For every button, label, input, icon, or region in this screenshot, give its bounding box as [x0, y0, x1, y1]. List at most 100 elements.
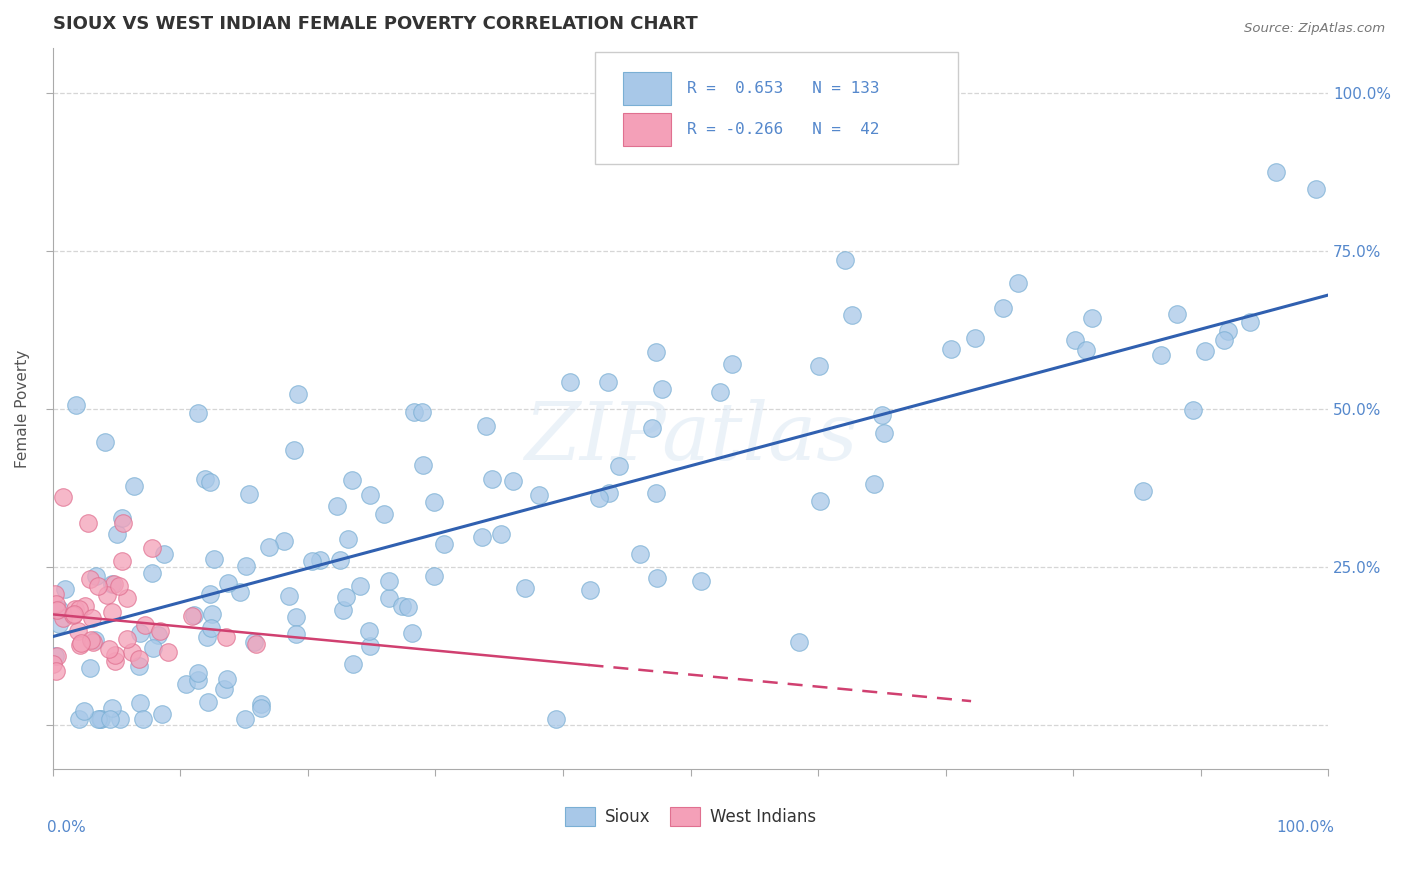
Point: [546, 712, 568, 726]
Point: [644, 486, 666, 500]
Point: [641, 420, 664, 434]
Point: [340, 473, 363, 487]
Point: [870, 408, 893, 422]
Point: [1007, 277, 1029, 291]
Point: [332, 603, 354, 617]
Point: [198, 587, 221, 601]
Point: [645, 345, 668, 359]
Point: [69, 638, 91, 652]
Point: [129, 626, 152, 640]
Point: [101, 577, 124, 591]
Text: R = -0.266   N =  42: R = -0.266 N = 42: [686, 122, 879, 136]
Point: [1064, 334, 1087, 348]
Point: [283, 442, 305, 457]
Point: [73, 704, 96, 718]
Point: [103, 577, 125, 591]
Point: [111, 511, 134, 525]
Point: [841, 308, 863, 322]
Point: [335, 590, 357, 604]
Point: [1182, 402, 1205, 417]
Point: [690, 574, 713, 588]
Point: [607, 458, 630, 473]
Text: 100.0%: 100.0%: [1277, 820, 1334, 835]
Point: [115, 591, 138, 605]
Point: [243, 634, 266, 648]
Point: [1305, 182, 1327, 196]
Point: [250, 697, 273, 711]
Point: [349, 579, 371, 593]
Point: [45, 597, 67, 611]
Point: [187, 673, 209, 687]
Point: [183, 607, 205, 622]
Point: [67, 601, 90, 615]
Point: [115, 632, 138, 646]
Point: [475, 419, 498, 434]
Point: [273, 534, 295, 549]
Point: [529, 488, 551, 502]
Point: [124, 478, 146, 492]
Point: [80, 633, 103, 648]
Point: [98, 712, 121, 726]
Point: [1212, 334, 1234, 348]
Point: [67, 712, 90, 726]
Point: [153, 547, 176, 561]
Point: [391, 599, 413, 613]
Text: 0.0%: 0.0%: [46, 820, 86, 835]
Point: [513, 581, 536, 595]
Point: [63, 601, 86, 615]
Point: [128, 652, 150, 666]
Point: [198, 475, 221, 490]
Point: [301, 554, 323, 568]
Point: [42, 657, 65, 671]
Point: [87, 579, 110, 593]
Point: [628, 547, 651, 561]
Point: [396, 600, 419, 615]
Point: [502, 475, 524, 489]
Point: [96, 588, 118, 602]
Point: [46, 603, 69, 617]
Point: [44, 648, 66, 663]
Point: [84, 633, 107, 648]
Point: [94, 435, 117, 450]
Point: [941, 342, 963, 356]
Point: [342, 657, 364, 671]
Point: [89, 712, 111, 726]
Point: [214, 681, 236, 696]
Point: [174, 677, 197, 691]
Point: [104, 648, 127, 662]
Point: [598, 375, 620, 389]
Point: [378, 574, 401, 588]
FancyBboxPatch shape: [623, 72, 672, 105]
Point: [647, 571, 669, 585]
Point: [195, 630, 218, 644]
Point: [1194, 343, 1216, 358]
Point: [80, 611, 103, 625]
FancyBboxPatch shape: [623, 112, 672, 146]
Point: [357, 624, 380, 639]
Point: [229, 584, 252, 599]
Point: [87, 712, 110, 726]
Point: [862, 477, 884, 491]
Point: [1265, 164, 1288, 178]
Point: [111, 516, 134, 530]
Point: [404, 405, 426, 419]
Point: [309, 553, 332, 567]
Text: SIOUX VS WEST INDIAN FEMALE POVERTY CORRELATION CHART: SIOUX VS WEST INDIAN FEMALE POVERTY CORR…: [53, 15, 697, 33]
Point: [481, 472, 503, 486]
Point: [808, 493, 831, 508]
Point: [108, 712, 131, 726]
Point: [187, 406, 209, 420]
Point: [128, 658, 150, 673]
Y-axis label: Female Poverty: Female Poverty: [15, 350, 30, 468]
Point: [238, 487, 260, 501]
Point: [181, 608, 204, 623]
Point: [423, 495, 446, 509]
Point: [579, 583, 602, 598]
Point: [245, 637, 267, 651]
Point: [993, 301, 1015, 315]
Point: [423, 568, 446, 582]
Point: [111, 554, 134, 568]
Point: [100, 701, 122, 715]
Point: [287, 387, 309, 401]
Point: [104, 654, 127, 668]
